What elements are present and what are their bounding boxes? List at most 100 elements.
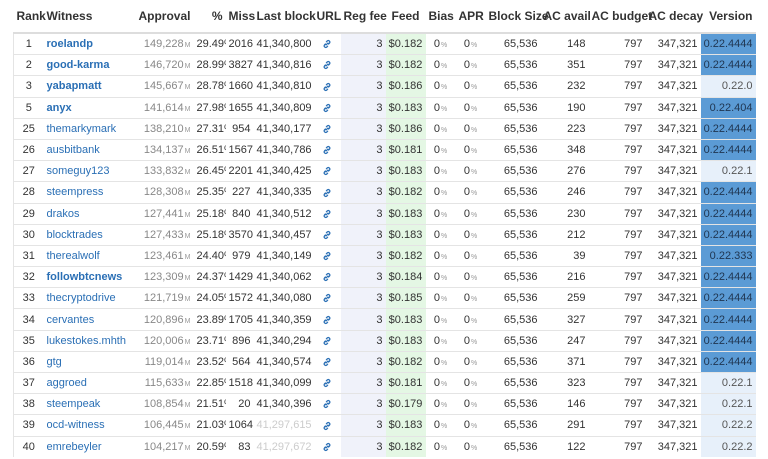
witness-link[interactable]: steempeak <box>46 398 101 411</box>
url-link[interactable] <box>322 102 332 114</box>
bias-value: 0 <box>433 440 440 453</box>
approval: 138,210M <box>131 117 194 140</box>
block-size: 65,536 <box>485 266 541 288</box>
link-icon <box>323 40 331 49</box>
witness-link[interactable]: drakos <box>46 207 80 220</box>
witness-link[interactable]: lukestokes.mhth <box>46 334 126 347</box>
rank: 29 <box>13 202 44 225</box>
witness-link[interactable]: yabapmatt <box>46 80 102 93</box>
miss: 3827 <box>225 54 254 76</box>
witness-link[interactable]: gtg <box>46 355 62 368</box>
url-link[interactable] <box>322 144 332 156</box>
apr-value: 0 <box>463 38 470 51</box>
url-link[interactable] <box>322 271 332 283</box>
bias-value: 0 <box>433 144 440 157</box>
apr-unit: % <box>470 275 478 283</box>
url-link[interactable] <box>322 314 332 326</box>
block-size: 65,536 <box>485 414 541 437</box>
approval: 141,614M <box>131 96 194 119</box>
url-link[interactable] <box>322 335 332 347</box>
witness-link[interactable]: good-karma <box>46 59 110 72</box>
url-link[interactable] <box>322 292 332 304</box>
approval-value: 123,309 <box>143 271 184 284</box>
column-header: AC decay <box>645 0 703 34</box>
url-link[interactable] <box>322 229 332 241</box>
url-link[interactable] <box>322 356 332 368</box>
ac-decay: 347,321 <box>645 266 701 288</box>
apr-value: 0 <box>463 59 470 72</box>
column-header: URL <box>313 0 341 34</box>
block-size: 65,536 <box>485 54 541 76</box>
rank: 30 <box>13 223 44 246</box>
miss: 1705 <box>225 308 254 331</box>
column-header: Version <box>700 0 756 34</box>
bias: 0% <box>425 287 456 309</box>
rank: 1 <box>13 32 44 55</box>
witness-link[interactable]: followbtcnews <box>46 271 123 284</box>
ac-budget: 797 <box>588 117 646 140</box>
url-link[interactable] <box>322 186 332 198</box>
witness-link[interactable]: roelandp <box>46 38 93 51</box>
apr: 0% <box>455 202 486 225</box>
link-icon <box>323 357 331 367</box>
approval-value: 123,461 <box>143 249 184 262</box>
apr-unit: % <box>470 423 478 431</box>
url-link[interactable] <box>322 165 332 177</box>
link-icon <box>323 421 331 430</box>
witness-cell: steempress <box>43 181 132 203</box>
bias-unit: % <box>440 126 448 134</box>
url-link[interactable] <box>322 398 332 410</box>
approval-value: 121,719 <box>143 292 184 305</box>
ac-decay: 347,321 <box>645 202 701 225</box>
version: 0.22.4444 <box>700 329 756 352</box>
witness-link[interactable]: cervantes <box>46 313 95 326</box>
witness-link[interactable]: blocktrades <box>46 228 103 241</box>
approval-value: 119,014 <box>144 355 184 368</box>
bias-unit: % <box>440 63 448 71</box>
block-size: 65,536 <box>485 350 541 373</box>
approval: 149,228M <box>131 32 194 55</box>
url-link[interactable] <box>322 250 332 262</box>
witness-link[interactable]: anyx <box>46 101 72 114</box>
apr: 0% <box>455 96 486 119</box>
url-link[interactable] <box>322 208 332 220</box>
approval: 115,633M <box>131 371 194 394</box>
witness-link[interactable]: someguy123 <box>46 165 110 178</box>
reg-fee: 3 <box>340 202 386 225</box>
miss: 896 <box>225 329 254 352</box>
url <box>313 244 341 267</box>
witness-link[interactable]: emrebeyler <box>46 440 102 453</box>
block-size: 65,536 <box>485 96 541 119</box>
url-link[interactable] <box>322 80 332 92</box>
last-block: 41,340,816 <box>253 54 314 76</box>
block-size: 65,536 <box>485 181 541 203</box>
bias: 0% <box>425 202 456 225</box>
approval-unit: M <box>184 84 191 92</box>
rank: 37 <box>13 371 44 394</box>
url-link[interactable] <box>322 38 332 50</box>
bias: 0% <box>425 435 456 457</box>
witness-link[interactable]: aggroed <box>46 377 87 390</box>
url-link[interactable] <box>322 419 332 431</box>
reg-fee: 3 <box>340 266 386 288</box>
witness-link[interactable]: ausbitbank <box>46 144 100 157</box>
url-link[interactable] <box>322 441 332 453</box>
approval-value: 134,137 <box>143 144 184 157</box>
ac-avail: 276 <box>540 160 589 182</box>
witness-link[interactable]: themarkymark <box>46 122 117 135</box>
witness-link[interactable]: ocd-witness <box>46 419 105 432</box>
apr: 0% <box>455 54 486 76</box>
url-link[interactable] <box>322 123 332 135</box>
witness-link[interactable]: thecryptodrive <box>46 292 116 305</box>
witness-link[interactable]: steempress <box>46 186 104 199</box>
url-link[interactable] <box>322 59 332 71</box>
witness-link[interactable]: therealwolf <box>46 249 100 262</box>
percent: 28.78% <box>193 75 226 98</box>
url-link[interactable] <box>322 377 332 389</box>
approval-value: 108,854 <box>143 398 184 411</box>
ac-decay: 347,321 <box>645 96 701 119</box>
